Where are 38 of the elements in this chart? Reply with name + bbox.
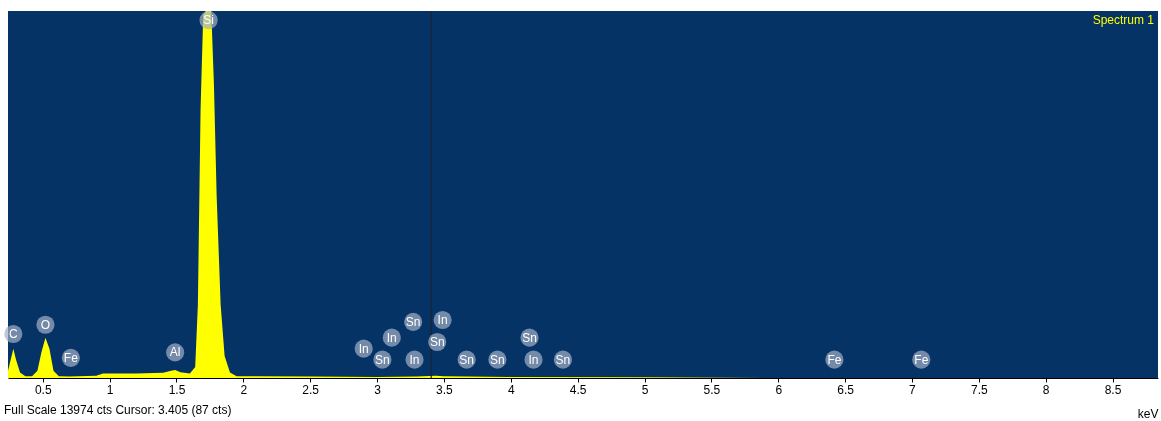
annotation: In xyxy=(528,352,539,367)
annotation: In xyxy=(358,341,369,356)
annotation: Sn xyxy=(555,352,571,367)
x-tick-label: 8.5 xyxy=(1104,382,1122,397)
annotation: In xyxy=(409,352,420,367)
annotation: Sn xyxy=(490,352,505,367)
text: Full Scale 13974 cts Cursor: 3.405 (87 cts) xyxy=(4,403,232,417)
annotation: Sn xyxy=(375,352,390,367)
annotation: C xyxy=(9,326,19,341)
x-tick-label: 0.5 xyxy=(34,382,52,397)
annotation: O xyxy=(40,317,51,332)
annotation: Spectrum 1 xyxy=(1092,13,1155,27)
annotation: Al xyxy=(169,345,181,360)
annotation: In xyxy=(437,313,448,328)
x-tick-label: 3.5 xyxy=(436,382,454,397)
annotation: Sn xyxy=(405,314,421,329)
x-tick-label: 5 xyxy=(641,382,649,397)
annotation: Sn xyxy=(459,352,475,367)
annotation: In xyxy=(386,330,397,345)
x-tick-label: 8 xyxy=(1042,382,1050,397)
x-tick-label: 5.5 xyxy=(703,382,721,397)
x-tick-label: 7.5 xyxy=(970,382,988,397)
x-tick-label: 6.5 xyxy=(837,382,855,397)
x-tick-label: 4 xyxy=(507,382,515,397)
x-tick-label: 7 xyxy=(909,382,917,397)
x-tick-label: 2.5 xyxy=(302,382,320,397)
annotation: Fe xyxy=(827,352,842,367)
x-tick-label: 1 xyxy=(106,382,114,397)
x-tick-label: 1.5 xyxy=(168,382,186,397)
x-tick-label: 2 xyxy=(240,382,248,397)
annotation: Sn xyxy=(522,330,537,345)
x-axis-title: keV xyxy=(1137,406,1159,421)
x-tick-label: 6 xyxy=(775,382,783,397)
annotation: Sn xyxy=(429,335,445,350)
x-tick-label: 4.5 xyxy=(569,382,587,397)
x-tick-label: 3 xyxy=(374,382,382,397)
annotation: Fe xyxy=(914,352,929,367)
annotation: Fe xyxy=(63,350,79,365)
